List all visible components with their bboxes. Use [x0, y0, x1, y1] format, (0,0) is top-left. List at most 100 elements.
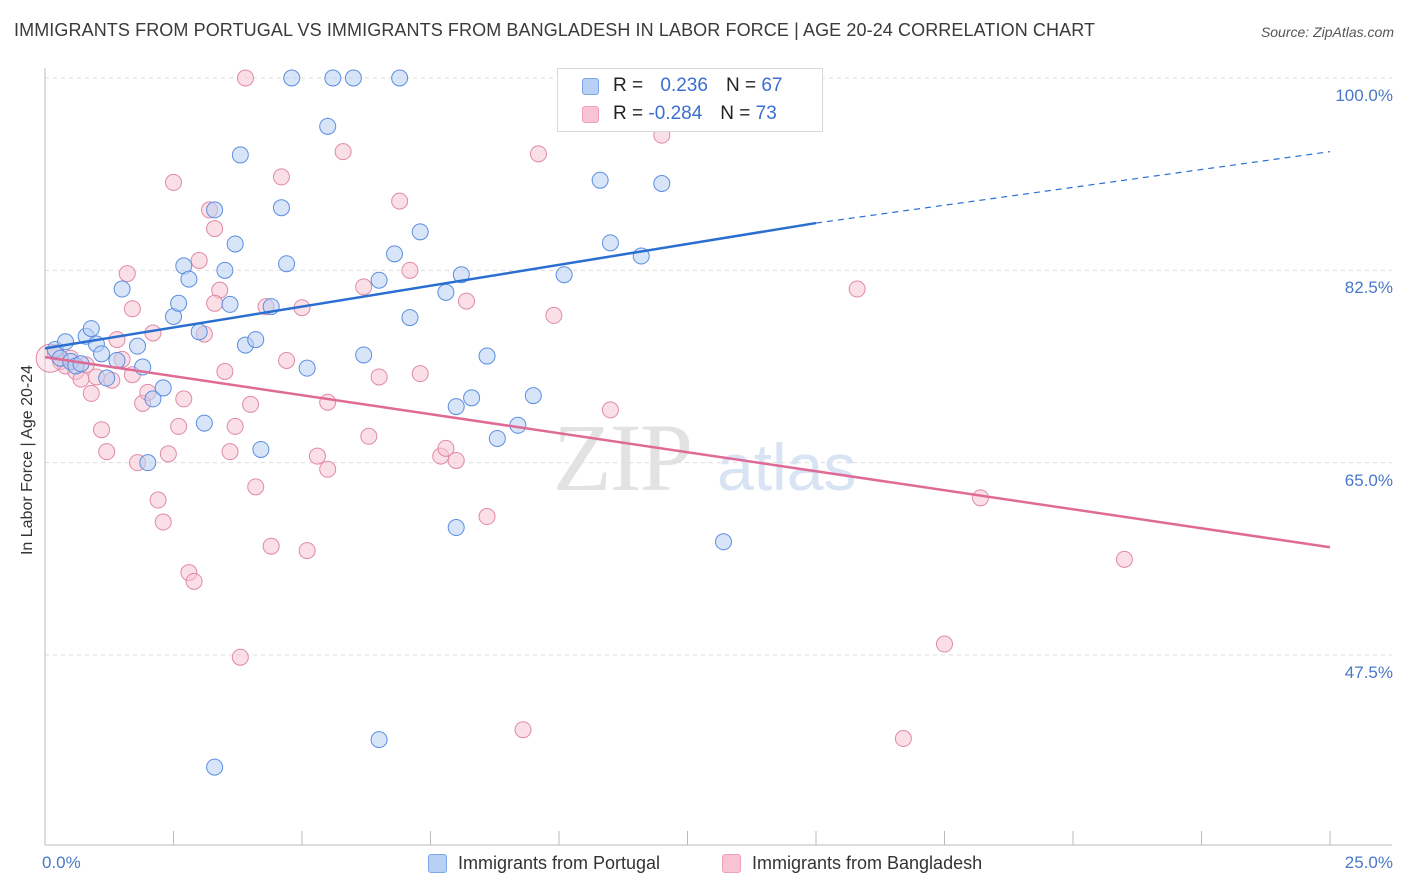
bangladesh-point — [236, 69, 254, 87]
grid-lines — [45, 77, 1392, 656]
bangladesh-point — [894, 730, 912, 748]
y-tick-label: 82.5% — [1344, 278, 1393, 298]
portugal-point — [452, 266, 470, 284]
legend-r-label: R = — [613, 75, 644, 96]
bangladesh-point — [165, 173, 182, 191]
portugal-point — [370, 731, 388, 749]
portugal-point — [206, 201, 224, 219]
watermark-zip: ZIP — [553, 404, 691, 511]
portugal-point — [591, 171, 609, 189]
portugal-point — [601, 234, 619, 252]
legend-swatch-bangladesh — [722, 854, 741, 873]
portugal-point — [319, 117, 337, 135]
bangladesh-point — [308, 447, 326, 465]
bangladesh-point — [108, 331, 126, 349]
legend-n-label: N = — [725, 75, 757, 96]
bangladesh-point — [216, 362, 234, 380]
y-axis-label: In Labor Force | Age 20-24 — [19, 364, 36, 556]
legend-label-portugal: Immigrants from Portugal — [458, 853, 661, 873]
bangladesh-point — [242, 395, 260, 413]
bangladesh-point — [206, 220, 224, 238]
portugal-point — [93, 345, 111, 363]
watermark: ZIP atlas — [553, 404, 856, 511]
legend-row-portugal: R = 0.236 N = 67 — [582, 74, 782, 98]
legend-n-value-portugal: 67 — [761, 75, 783, 96]
bangladesh-point — [355, 278, 373, 296]
y-tick-label: 47.5% — [1344, 663, 1393, 682]
legend-r-value-bangladesh: -0.284 — [648, 103, 703, 124]
legend-item-bangladesh[interactable]: Immigrants from Bangladesh — [722, 853, 982, 874]
portugal-trend-line — [44, 221, 817, 350]
portugal-point — [524, 387, 542, 405]
legend-item-portugal[interactable]: Immigrants from Portugal — [428, 853, 660, 874]
y-tick-label: 65.0% — [1344, 470, 1393, 490]
portugal-point — [190, 323, 208, 341]
bangladesh-point — [123, 300, 141, 318]
bangladesh-point — [391, 192, 409, 210]
portugal-point — [478, 347, 496, 365]
portugal-point — [129, 337, 147, 355]
portugal-point — [221, 295, 239, 313]
portugal-point — [324, 69, 342, 87]
portugal-point — [463, 389, 481, 407]
legend-n-label: N = — [720, 103, 751, 124]
bangladesh-point — [272, 168, 290, 186]
portugal-point — [344, 69, 362, 87]
portugal-point — [370, 271, 388, 289]
bangladesh-point — [848, 280, 866, 298]
stats-legend: R = 0.236 N = 67 R = -0.284 N = 73 — [557, 68, 823, 132]
bangladesh-point — [170, 417, 188, 435]
portugal-point — [57, 333, 75, 351]
portugal-point — [170, 294, 188, 312]
portugal-point — [447, 398, 465, 416]
portugal-point — [555, 266, 573, 284]
bangladesh-point — [319, 393, 337, 411]
bangladesh-point — [936, 635, 953, 653]
portugal-point — [226, 235, 244, 253]
bangladesh-point — [185, 572, 203, 590]
portugal-point — [488, 429, 506, 447]
portugal-point — [447, 519, 465, 537]
bangladesh-point — [478, 508, 496, 526]
bangladesh-point — [360, 427, 378, 445]
bangladesh-point — [298, 542, 316, 560]
bangladesh-point — [514, 721, 532, 739]
bangladesh-point — [319, 460, 337, 478]
portugal-point — [180, 270, 198, 288]
bangladesh-point — [447, 451, 465, 469]
portugal-trend-extension — [815, 151, 1331, 224]
bangladesh-point — [457, 292, 475, 310]
bangladesh-point — [370, 368, 388, 386]
portugal-point — [411, 223, 429, 241]
bangladesh-point — [93, 421, 111, 439]
chart-title: IMMIGRANTS FROM PORTUGAL VS IMMIGRANTS F… — [14, 20, 1096, 40]
portugal-point — [401, 309, 419, 327]
legend-label-bangladesh: Immigrants from Bangladesh — [752, 853, 983, 873]
bangladesh-point — [82, 384, 100, 402]
legend-n-value-bangladesh: 73 — [755, 103, 777, 124]
x-tick-label: 0.0% — [42, 853, 81, 872]
series-legend: Immigrants from Portugal Immigrants from… — [0, 853, 1406, 877]
bangladesh-point — [334, 143, 352, 161]
bangladesh-point — [159, 445, 177, 463]
bangladesh-point — [206, 294, 224, 312]
portugal-point — [391, 69, 409, 87]
portugal-point — [195, 414, 213, 432]
portugal-point — [154, 379, 172, 397]
portugal-point — [386, 245, 404, 263]
bangladesh-point — [149, 491, 167, 509]
bangladesh-point — [278, 351, 296, 369]
legend-r-value-portugal: 0.236 — [660, 75, 708, 96]
axes — [44, 68, 1392, 846]
bangladesh-trend-line — [44, 355, 1331, 549]
portugal-point — [283, 69, 301, 87]
portugal-point — [272, 199, 290, 217]
bangladesh-point — [529, 145, 547, 163]
series-bangladesh-points — [35, 69, 1133, 748]
bangladesh-point — [1115, 550, 1133, 568]
portugal-point — [113, 280, 131, 298]
bangladesh-point — [601, 401, 619, 419]
trend-lines — [44, 151, 1331, 549]
bangladesh-point — [971, 489, 989, 507]
